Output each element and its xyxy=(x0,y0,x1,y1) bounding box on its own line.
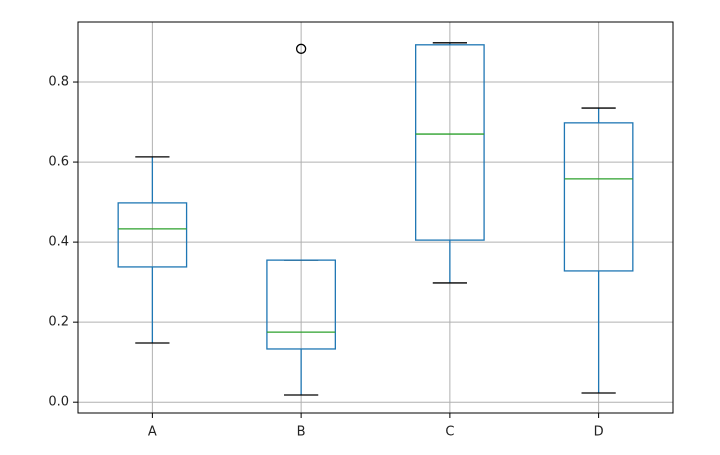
marks-layer xyxy=(117,42,634,396)
box xyxy=(117,202,188,268)
x-tick-label: A xyxy=(148,425,157,440)
box xyxy=(563,122,634,272)
y-tick-label: 0.0 xyxy=(48,395,69,410)
x-tick-label: C xyxy=(445,425,454,440)
x-tick-label: D xyxy=(594,425,604,440)
x-tick-label: B xyxy=(297,425,306,440)
y-tick-label: 0.2 xyxy=(48,315,69,330)
box xyxy=(415,44,485,241)
grid-layer xyxy=(78,22,673,413)
y-tick-label: 0.8 xyxy=(48,75,69,90)
y-tick-label: 0.6 xyxy=(48,155,69,170)
outlier xyxy=(295,43,307,54)
plot-frame xyxy=(77,21,674,414)
box xyxy=(266,259,336,350)
y-tick-label: 0.4 xyxy=(48,235,69,250)
